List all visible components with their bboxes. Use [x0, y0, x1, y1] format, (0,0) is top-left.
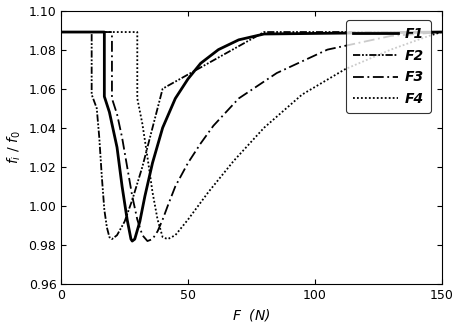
F1	[198, 61, 203, 65]
Legend: F1, F2, F3, F4: F1, F2, F3, F4	[347, 20, 431, 113]
Line: F4: F4	[61, 32, 442, 239]
F3	[236, 96, 241, 100]
F3	[58, 30, 64, 34]
F3	[274, 71, 280, 75]
F4	[160, 235, 165, 239]
F3	[185, 161, 191, 165]
Line: F3: F3	[61, 32, 442, 241]
F2	[96, 136, 102, 139]
F1	[128, 237, 134, 241]
F3	[150, 237, 155, 241]
F4	[299, 92, 305, 96]
F4	[134, 30, 140, 34]
F2	[101, 208, 107, 212]
F4	[134, 96, 140, 100]
F1	[124, 217, 130, 221]
F3	[109, 96, 115, 100]
F1	[114, 145, 120, 149]
F4	[388, 48, 393, 52]
F1	[132, 237, 138, 241]
F1	[160, 126, 165, 130]
Y-axis label: $f_i\ /\ f_0$: $f_i\ /\ f_0$	[6, 130, 23, 164]
F2	[114, 233, 120, 237]
F1	[58, 30, 64, 34]
F3	[119, 136, 125, 139]
F1	[150, 161, 155, 165]
F3	[173, 184, 178, 188]
F2	[439, 30, 444, 34]
F3	[124, 165, 130, 169]
F4	[342, 67, 348, 71]
F4	[173, 233, 178, 237]
F4	[155, 217, 160, 221]
F2	[109, 237, 115, 241]
F4	[426, 34, 431, 38]
F1	[173, 96, 178, 100]
F1	[261, 32, 267, 36]
F3	[145, 239, 150, 243]
F1	[185, 77, 191, 81]
F1	[106, 110, 112, 114]
F4	[145, 155, 150, 159]
F2	[58, 30, 64, 34]
Line: F2: F2	[61, 32, 442, 239]
F3	[325, 48, 330, 52]
F3	[165, 204, 170, 208]
F4	[140, 122, 145, 126]
F3	[155, 229, 160, 233]
F1	[236, 38, 241, 42]
F2	[89, 30, 95, 34]
F2	[160, 87, 165, 91]
F3	[114, 112, 120, 116]
F2	[122, 219, 128, 223]
F1	[216, 48, 221, 52]
F1	[142, 194, 148, 198]
F4	[165, 237, 170, 241]
F3	[109, 30, 115, 34]
F2	[99, 175, 105, 179]
F4	[261, 126, 267, 130]
F3	[160, 217, 165, 221]
F4	[231, 159, 236, 163]
F2	[261, 30, 267, 34]
Line: F1: F1	[61, 32, 442, 241]
X-axis label: $F$  (N): $F$ (N)	[232, 307, 271, 323]
F4	[58, 30, 64, 34]
F3	[140, 233, 145, 237]
F4	[439, 30, 444, 34]
F3	[211, 124, 216, 128]
F4	[185, 217, 191, 221]
F3	[388, 34, 393, 38]
F1	[137, 219, 143, 223]
F2	[150, 126, 155, 130]
F3	[198, 141, 203, 145]
F2	[140, 165, 145, 169]
F1	[101, 94, 107, 98]
F3	[129, 194, 135, 198]
F1	[101, 30, 107, 34]
F2	[104, 225, 110, 229]
F4	[206, 190, 211, 194]
F1	[439, 30, 444, 34]
F2	[89, 92, 95, 96]
F2	[94, 106, 100, 110]
F3	[439, 30, 444, 34]
F2	[129, 198, 135, 202]
F2	[106, 235, 112, 239]
F3	[134, 217, 140, 221]
F1	[129, 239, 135, 243]
F1	[119, 184, 125, 188]
F4	[150, 190, 155, 194]
